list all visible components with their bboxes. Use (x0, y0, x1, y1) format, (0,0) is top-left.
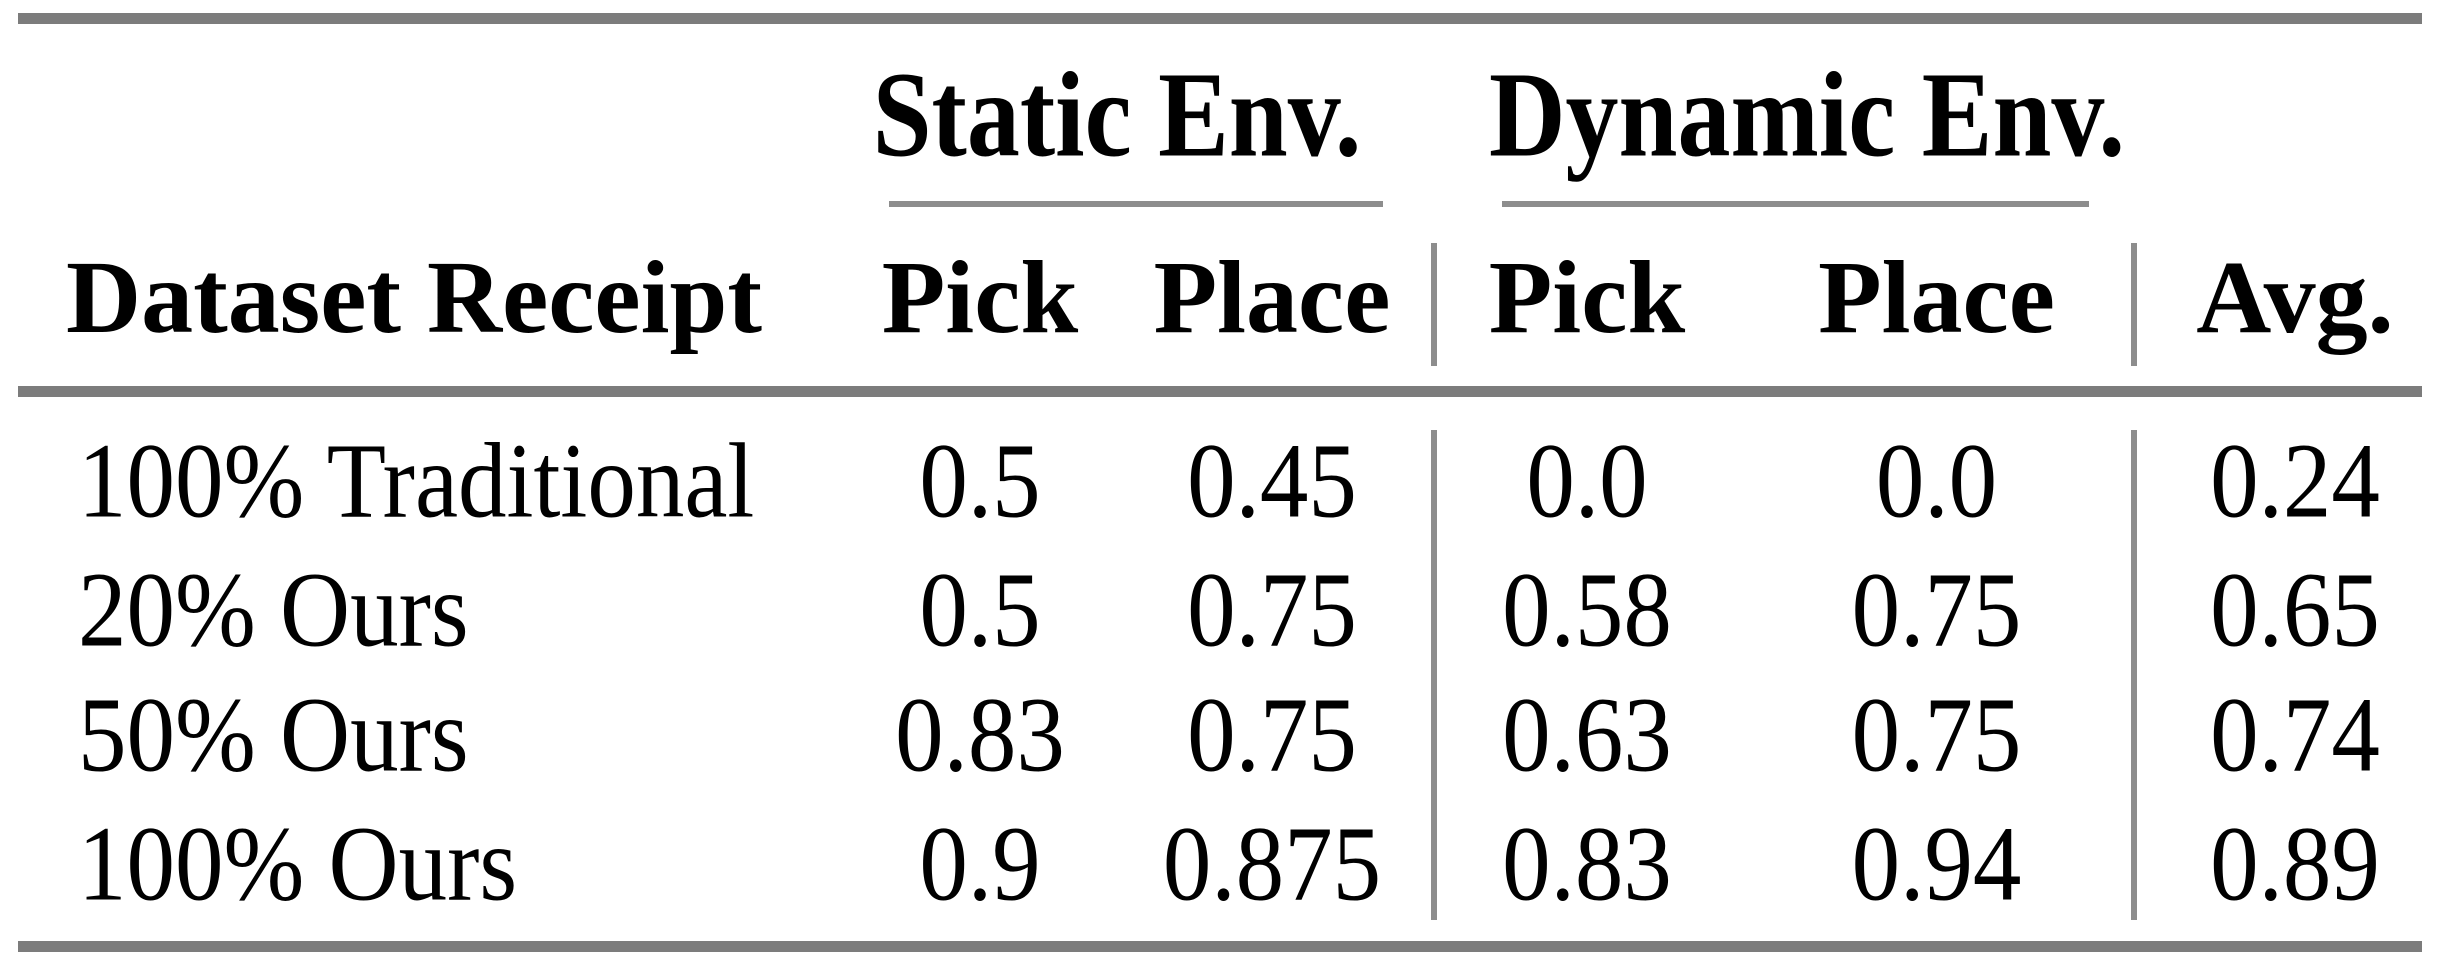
vertical-separator-2-body (2131, 430, 2137, 920)
cell-r4-dynamic-pick-text: 0.83 (1502, 805, 1672, 923)
vertical-separator-1-body (1431, 430, 1437, 920)
cell-r4-dynamic-pick: 0.83 (1434, 798, 1740, 931)
group-header-dynamic-env-text: Dynamic Env. (1488, 46, 2126, 182)
cell-r1-dynamic-pick: 0.0 (1434, 398, 1740, 548)
static-env-cmidrule (889, 201, 1383, 207)
cell-r4-avg-text: 0.89 (2210, 805, 2380, 923)
cell-r3-dynamic-place-text: 0.75 (1851, 676, 2022, 794)
cell-r3-dynamic-pick: 0.63 (1434, 673, 1740, 798)
cell-r2-static-place: 0.75 (1110, 548, 1434, 673)
row-label-100pct-ours-text: 100% Ours (78, 805, 518, 923)
cell-r4-static-pick: 0.9 (850, 798, 1110, 931)
cell-r1-avg: 0.24 (2133, 398, 2422, 548)
cell-r3-dynamic-place: 0.75 (1740, 673, 2133, 798)
col-header-dynamic-pick-text: Pick (1488, 239, 1686, 355)
cell-r1-avg-text: 0.24 (2210, 421, 2380, 540)
cell-r2-static-pick: 0.5 (850, 548, 1110, 673)
table-header-rule (18, 386, 2422, 397)
col-header-avg: Avg. (2133, 207, 2422, 387)
row-label-100pct-ours: 100% Ours (18, 798, 850, 931)
col-header-static-pick-text: Pick (881, 239, 1079, 355)
cell-r4-static-place: 0.875 (1110, 798, 1434, 931)
cell-r3-static-place-text: 0.75 (1187, 676, 1357, 794)
row-label-50pct-ours-text: 50% Ours (78, 676, 469, 794)
col-header-static-place: Place (1110, 207, 1434, 387)
table-top-rule (18, 13, 2422, 24)
cell-r2-static-pick-text: 0.5 (919, 551, 1041, 669)
col-header-static-pick: Pick (850, 207, 1110, 387)
group-header-static-env: Static Env. (850, 24, 1434, 207)
cell-r3-static-place: 0.75 (1110, 673, 1434, 798)
cell-r1-dynamic-place-text: 0.0 (1875, 421, 1998, 540)
col-header-dynamic-pick: Pick (1434, 207, 1740, 387)
col-header-dataset-receipt: Dataset Receipt (18, 207, 850, 387)
row-label-50pct-ours: 50% Ours (18, 673, 850, 798)
row-label-100pct-traditional-text: 100% Traditional (78, 421, 755, 540)
col-header-static-place-text: Place (1153, 239, 1391, 355)
cell-r1-static-pick-text: 0.5 (919, 421, 1041, 540)
vertical-separator-2-top (2131, 243, 2137, 366)
col-header-dynamic-place: Place (1740, 207, 2133, 387)
cell-r1-dynamic-pick-text: 0.0 (1526, 421, 1648, 540)
table-bottom-rule (18, 941, 2422, 952)
col-header-dataset-receipt-text: Dataset Receipt (66, 239, 762, 355)
cell-r3-static-pick: 0.83 (850, 673, 1110, 798)
group-header-dynamic-env: Dynamic Env. (1434, 24, 2133, 207)
cell-r2-static-place-text: 0.75 (1187, 551, 1357, 669)
cell-r2-dynamic-pick-text: 0.58 (1502, 551, 1672, 669)
cell-r2-avg-text: 0.65 (2210, 551, 2380, 669)
cell-r2-dynamic-place-text: 0.75 (1851, 551, 2022, 669)
cell-r1-static-place-text: 0.45 (1187, 421, 1357, 540)
results-table: Static Env. Dynamic Env. Dataset Receipt… (18, 24, 2422, 931)
cell-r3-dynamic-pick-text: 0.63 (1502, 676, 1672, 794)
cell-r1-static-place: 0.45 (1110, 398, 1434, 548)
row-label-20pct-ours: 20% Ours (18, 548, 850, 673)
col-header-avg-text: Avg. (2196, 239, 2394, 355)
group-header-static-env-text: Static Env. (872, 46, 1362, 182)
cell-r2-dynamic-pick: 0.58 (1434, 548, 1740, 673)
col-header-dynamic-place-text: Place (1818, 239, 2055, 355)
cell-r1-dynamic-place: 0.0 (1740, 398, 2133, 548)
vertical-separator-1-top (1431, 243, 1437, 366)
cell-r4-dynamic-place: 0.94 (1740, 798, 2133, 931)
cell-r1-static-pick: 0.5 (850, 398, 1110, 548)
cell-r4-static-pick-text: 0.9 (919, 805, 1041, 923)
cell-r4-static-place-text: 0.875 (1162, 805, 1382, 923)
row-label-20pct-ours-text: 20% Ours (78, 551, 469, 669)
dynamic-env-cmidrule (1502, 201, 2089, 207)
cell-r3-avg-text: 0.74 (2210, 676, 2380, 794)
cell-r4-dynamic-place-text: 0.94 (1851, 805, 2022, 923)
cell-r4-avg: 0.89 (2133, 798, 2422, 931)
cell-r3-static-pick-text: 0.83 (895, 676, 1065, 794)
row-label-100pct-traditional: 100% Traditional (18, 398, 850, 548)
cell-r2-avg: 0.65 (2133, 548, 2422, 673)
cell-r3-avg: 0.74 (2133, 673, 2422, 798)
cell-r2-dynamic-place: 0.75 (1740, 548, 2133, 673)
